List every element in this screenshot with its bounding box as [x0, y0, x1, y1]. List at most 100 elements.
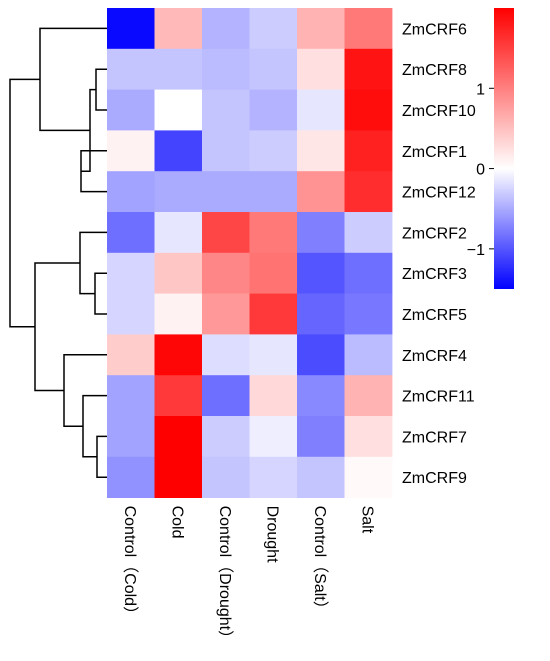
heatmap-cell [154, 171, 203, 213]
column-label: Control（Cold） [121, 506, 139, 622]
heatmap-cell [202, 89, 250, 131]
heatmap-cell [344, 252, 393, 294]
heatmap-cell [202, 375, 250, 417]
heatmap-cells [107, 8, 393, 498]
color-legend: 1 0 −1 [467, 8, 514, 289]
color-legend-bar [494, 8, 514, 289]
heatmap-cell [249, 456, 298, 498]
heatmap-cell [107, 375, 155, 417]
heatmap-cell [344, 48, 393, 90]
heatmap-cell [297, 293, 345, 335]
row-label: ZmCRF1 [402, 144, 467, 161]
legend-tick-label: 1 [476, 81, 485, 98]
heatmap-cell [249, 334, 298, 376]
row-label: ZmCRF12 [402, 185, 476, 202]
heatmap-cell [154, 130, 203, 172]
heatmap-cell [249, 252, 298, 294]
heatmap-cell [202, 212, 250, 254]
heatmap-cell [202, 130, 250, 172]
dendrogram-branch [95, 68, 107, 111]
heatmap-cell [107, 212, 155, 254]
heatmap-cell [202, 171, 250, 213]
heatmap-cell [107, 416, 155, 458]
heatmap-cell [107, 8, 155, 50]
column-label: Cold [168, 506, 185, 539]
heatmap-cell [202, 456, 250, 498]
row-label: ZmCRF4 [402, 348, 467, 365]
heatmap-cell [154, 334, 203, 376]
heatmap-cell [249, 212, 298, 254]
row-label: ZmCRF9 [402, 470, 467, 487]
heatmap-cell [202, 334, 250, 376]
heatmap-cell [154, 48, 203, 90]
heatmap-cell [344, 293, 393, 335]
row-label: ZmCRF5 [402, 307, 467, 324]
dendrogram-branch [63, 354, 107, 427]
column-label: Control（Drought） [216, 506, 234, 647]
heatmap-cell [297, 212, 345, 254]
heatmap-cell [249, 375, 298, 417]
heatmap-cell [107, 130, 155, 172]
heatmap-cell [297, 89, 345, 131]
row-label: ZmCRF6 [402, 21, 467, 38]
column-label: Salt [358, 506, 375, 534]
heatmap-cell [297, 8, 345, 50]
row-label: ZmCRF8 [402, 62, 467, 79]
dendrogram-branch [96, 435, 107, 478]
heatmap-cell [249, 130, 298, 172]
dendrogram-branch [39, 27, 107, 132]
heatmap-cell [344, 212, 393, 254]
heatmap-cell [344, 334, 393, 376]
heatmap-cell [344, 456, 393, 498]
dendrogram-root [9, 78, 40, 328]
heatmap-cell [297, 171, 345, 213]
row-label: ZmCRF10 [402, 103, 476, 120]
heatmap-cell [249, 8, 298, 50]
dendrogram-branch [34, 262, 80, 392]
color-legend-ticks: 1 0 −1 [467, 81, 494, 259]
heatmap-cell [297, 416, 345, 458]
column-labels: Control（Cold） Cold Control（Drought） Drought… [121, 506, 376, 647]
column-label: Control（Salt） [311, 506, 329, 617]
heatmap-cell [297, 48, 345, 90]
heatmap-cell [154, 416, 203, 458]
heatmap-cell [107, 456, 155, 498]
row-dendrogram [9, 27, 107, 478]
heatmap-cell [154, 375, 203, 417]
dendrogram-branch [79, 231, 107, 295]
heatmap-cell [297, 334, 345, 376]
legend-tick-label: −1 [467, 242, 485, 259]
heatmap-cell [202, 416, 250, 458]
heatmap-cell [107, 252, 155, 294]
heatmap-cell [249, 89, 298, 131]
heatmap-cell [249, 293, 298, 335]
dendrogram-branch [82, 394, 107, 458]
dendrogram-branch [94, 272, 107, 315]
heatmap-cell [202, 48, 250, 90]
heatmap-cell [154, 8, 203, 50]
heatmap-cell [344, 130, 393, 172]
row-label: ZmCRF11 [402, 389, 475, 406]
heatmap-cell [154, 89, 203, 131]
heatmap-cell [344, 89, 393, 131]
heatmap-cell [202, 293, 250, 335]
heatmap-cell [297, 252, 345, 294]
column-label: Drought [263, 506, 280, 563]
heatmap-cell [249, 416, 298, 458]
heatmap-cell [297, 456, 345, 498]
heatmap-cell [154, 293, 203, 335]
heatmap-cell [344, 171, 393, 213]
heatmap-cell [107, 48, 155, 90]
heatmap-cell [154, 212, 203, 254]
heatmap-cell [344, 416, 393, 458]
heatmap-cell [107, 171, 155, 213]
row-label: ZmCRF3 [402, 266, 467, 283]
heatmap-cell [107, 89, 155, 131]
heatmap-cell [202, 8, 250, 50]
heatmap-cell [297, 130, 345, 172]
heatmap-cell [344, 8, 393, 50]
heatmap-cell [107, 293, 155, 335]
legend-tick-label: 0 [476, 162, 485, 179]
row-label: ZmCRF7 [402, 429, 467, 446]
